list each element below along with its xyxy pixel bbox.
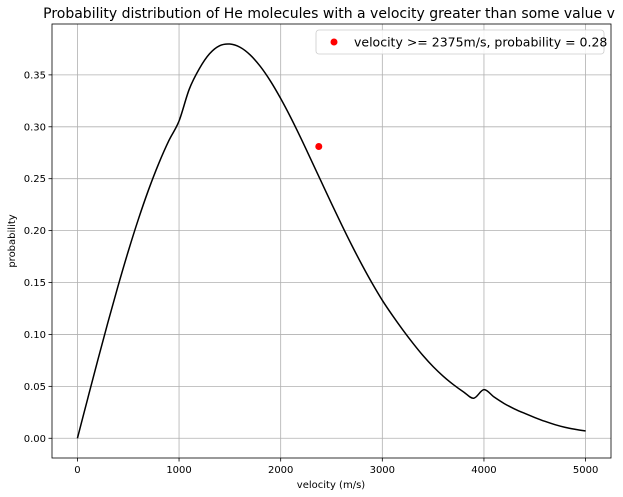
x-tick-label: 2000	[268, 465, 293, 476]
y-tick-label: 0.35	[24, 70, 46, 81]
highlight-point	[315, 143, 323, 151]
x-tick-label: 3000	[370, 465, 395, 476]
legend-marker	[330, 38, 338, 46]
y-tick-label: 0.20	[24, 226, 46, 237]
x-axis-label: velocity (m/s)	[297, 480, 365, 491]
series-layer	[76, 43, 586, 439]
y-tick-label: 0.25	[24, 174, 46, 185]
legend-entry-label: velocity >= 2375m/s, probability = 0.28	[354, 35, 607, 50]
y-axis-label: probability	[7, 214, 18, 267]
y-tick-label: 0.10	[24, 330, 46, 341]
plot-frame	[51, 23, 612, 459]
tick-layer: 0 1000 2000 3000 4000 5000 0.00 0.05 0.10 0.15 0.2…	[24, 70, 599, 476]
legend-box	[315, 29, 605, 55]
grid-layer	[52, 24, 611, 458]
y-tick-label: 0.30	[24, 122, 46, 133]
y-tick-label: 0.00	[24, 434, 46, 445]
chart-title: Probability distribution of He molecules…	[43, 6, 615, 22]
x-tick-label: 4000	[471, 465, 496, 476]
legend: velocity >= 2375m/s, probability = 0.28	[315, 29, 607, 55]
x-tick-label: 0	[74, 465, 80, 476]
x-tick-label: 1000	[166, 465, 191, 476]
y-tick-label: 0.15	[24, 278, 46, 289]
y-tick-label: 0.05	[24, 382, 46, 393]
distribution-curve	[76, 43, 586, 439]
x-tick-label: 5000	[573, 465, 598, 476]
